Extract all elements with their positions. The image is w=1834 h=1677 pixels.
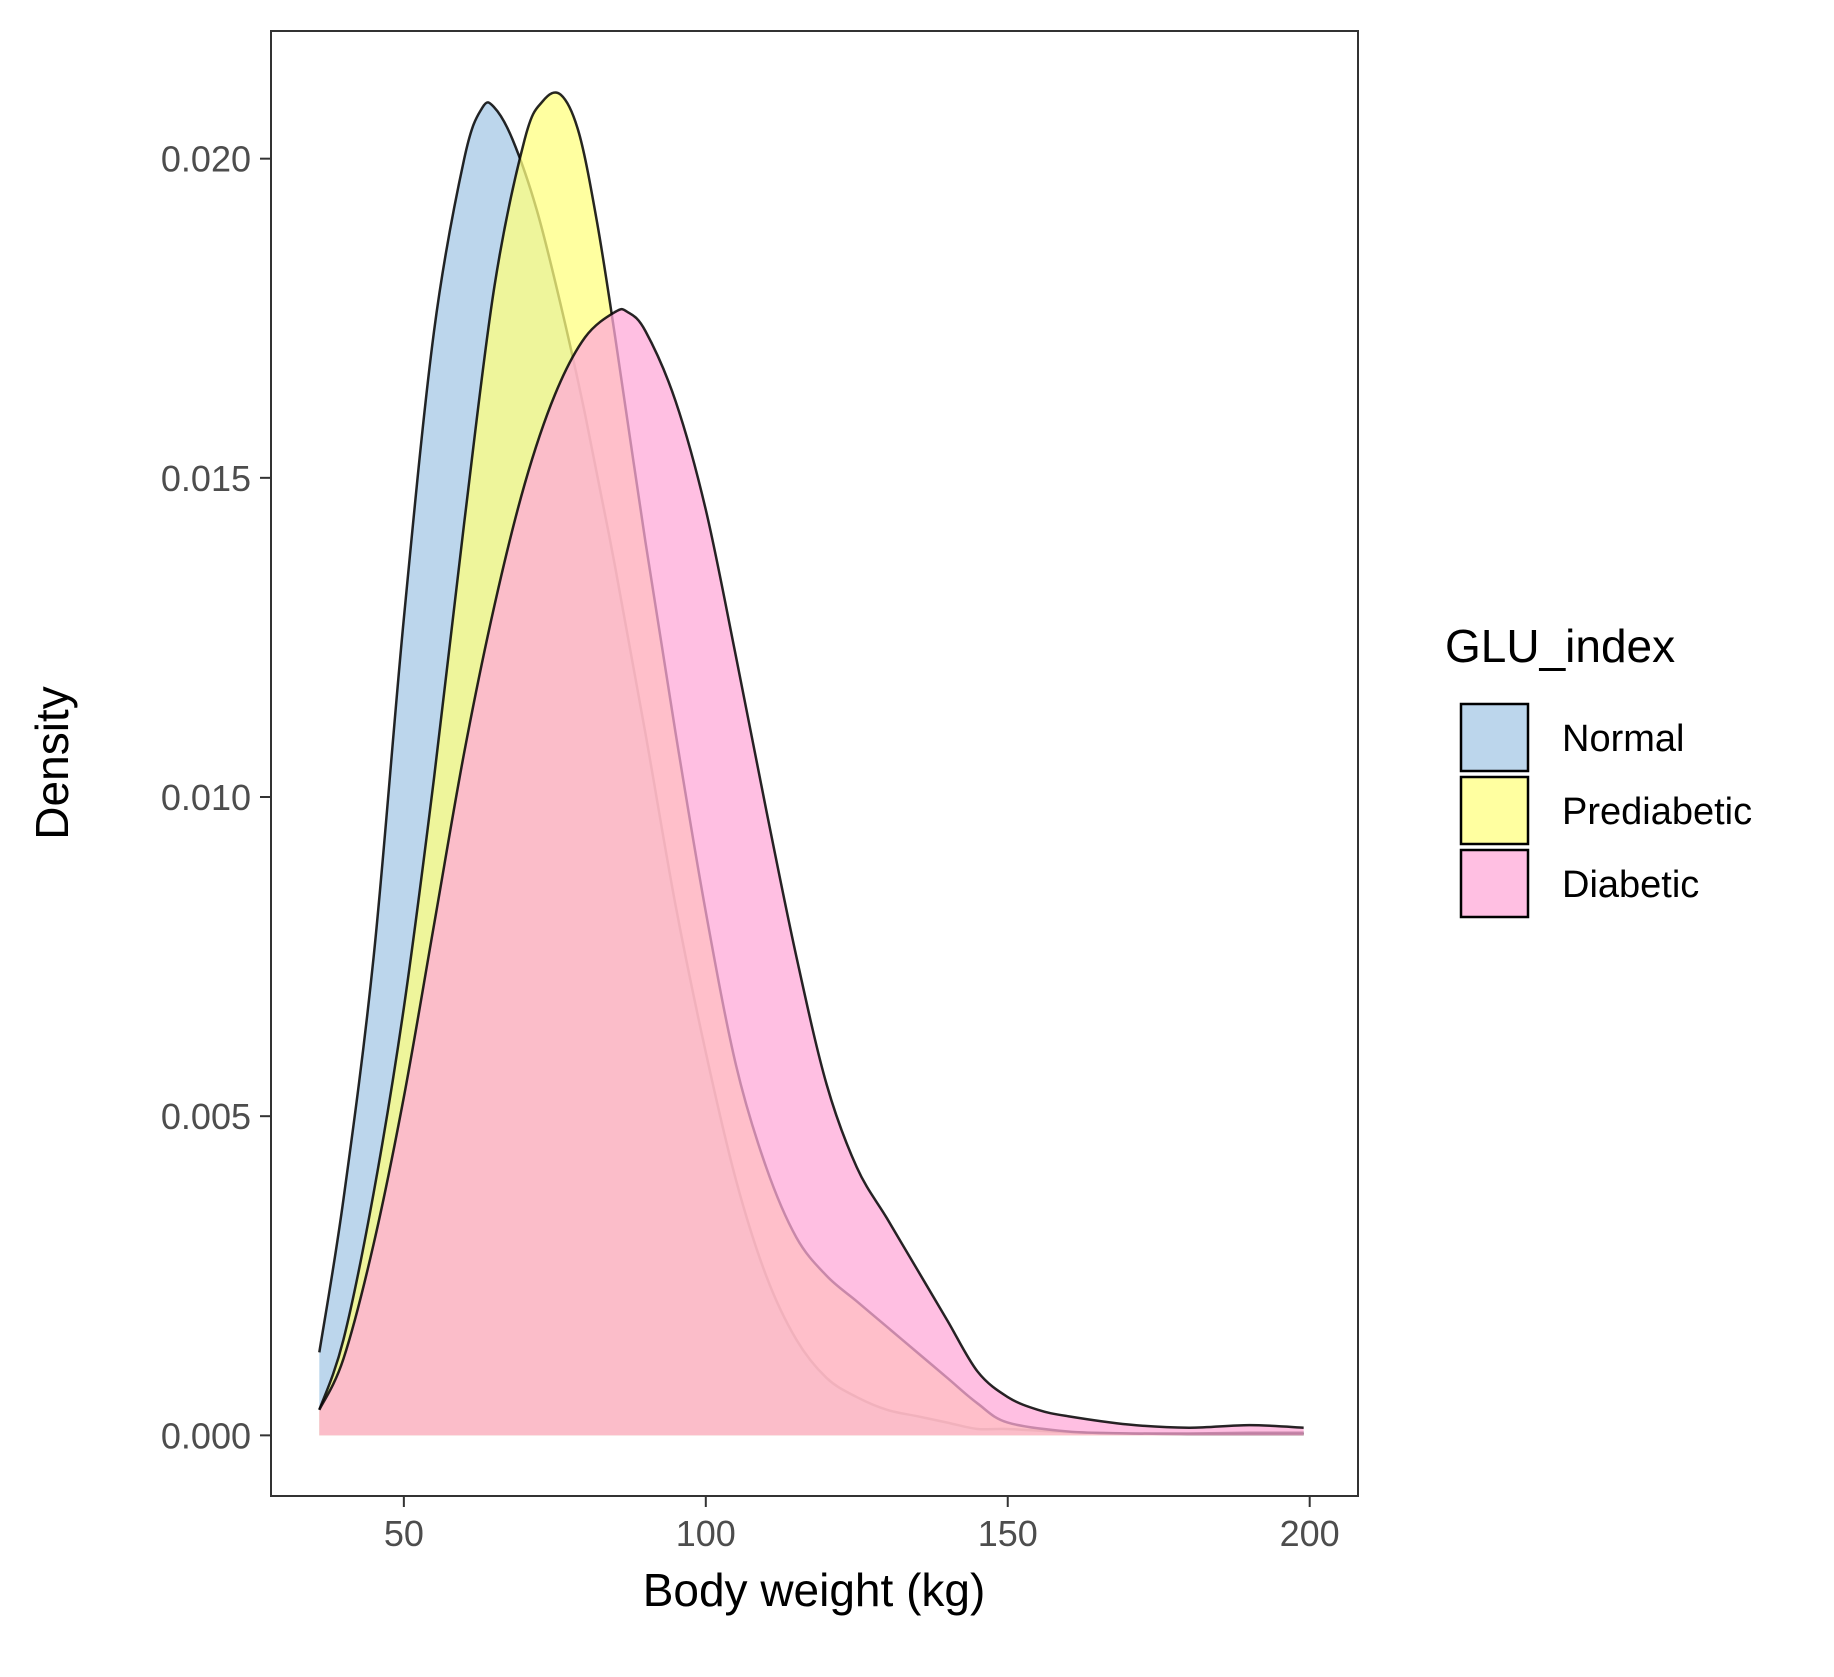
legend-label-prediabetic: Prediabetic <box>1562 791 1752 833</box>
y-tick-label: 0.020 <box>161 139 251 180</box>
legend-key-prediabetic <box>1459 775 1530 846</box>
x-tick-label: 50 <box>384 1513 424 1554</box>
density-area-diabetic <box>319 309 1304 1436</box>
plot-panel-border <box>270 30 1359 1497</box>
legend-key-normal <box>1459 702 1530 773</box>
x-tick-label: 150 <box>978 1513 1038 1554</box>
y-tick-label: 0.005 <box>161 1096 251 1137</box>
x-tick-label: 100 <box>676 1513 736 1554</box>
x-axis-title: Body weight (kg) <box>643 1564 986 1616</box>
legend-label-diabetic: Diabetic <box>1562 864 1699 906</box>
x-axis: 50 100 150 200 <box>384 1496 1340 1554</box>
y-tick-label: 0.010 <box>161 777 251 818</box>
y-axis: 0.000 0.005 0.010 0.015 0.020 <box>161 139 271 1456</box>
x-tick-label: 200 <box>1280 1513 1340 1554</box>
y-tick-label: 0.015 <box>161 458 251 499</box>
legend: GLU_index Normal Prediabetic Diabetic <box>1445 620 1752 919</box>
density-series-group <box>318 91 1304 1436</box>
density-line-diabetic <box>318 307 1304 1429</box>
legend-title: GLU_index <box>1445 620 1675 672</box>
y-tick-label: 0.000 <box>161 1415 251 1456</box>
legend-key-diabetic <box>1459 848 1530 919</box>
y-axis-title: Density <box>26 686 78 839</box>
legend-label-normal: Normal <box>1562 718 1684 760</box>
